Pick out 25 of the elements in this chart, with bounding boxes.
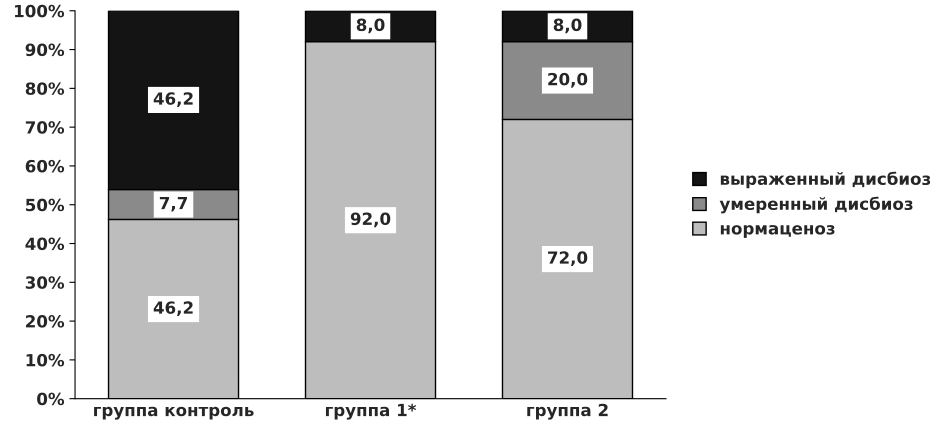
data-label: 20,0	[548, 72, 588, 88]
legend-label: нормаценоз	[720, 225, 834, 238]
legend-label: умеренный дисбиоз	[720, 196, 912, 214]
y-tick-label: 50%	[26, 198, 64, 212]
y-tick-label: 40%	[25, 237, 64, 250]
y-tick-label: 30%	[26, 276, 64, 289]
data-label: 72,0	[548, 251, 588, 266]
y-tick-label: 80%	[26, 82, 64, 95]
y-tick-label: 60%	[26, 160, 64, 173]
y-tick-label: 20%	[26, 315, 64, 328]
legend-label: выраженный дисбиоз	[720, 172, 930, 188]
y-tick-label: 90%	[26, 44, 64, 56]
y-tick-label: 100%	[15, 4, 64, 18]
y-tick-label: 70%	[26, 121, 64, 134]
data-label: 8,0	[356, 18, 384, 34]
data-label: 46,2	[154, 301, 193, 316]
data-label: 7,7	[160, 196, 187, 212]
y-tick-label: 0%	[37, 392, 64, 406]
y-tick-label: 10%	[26, 354, 64, 366]
x-tick-label: группа 2	[527, 404, 608, 420]
data-label: 46,2	[154, 92, 193, 107]
x-tick-label: группа контроль	[94, 406, 254, 420]
data-label: 92,0	[350, 212, 390, 228]
data-label: 8,0	[554, 18, 582, 34]
x-tick-label: группа 1*	[326, 404, 416, 420]
